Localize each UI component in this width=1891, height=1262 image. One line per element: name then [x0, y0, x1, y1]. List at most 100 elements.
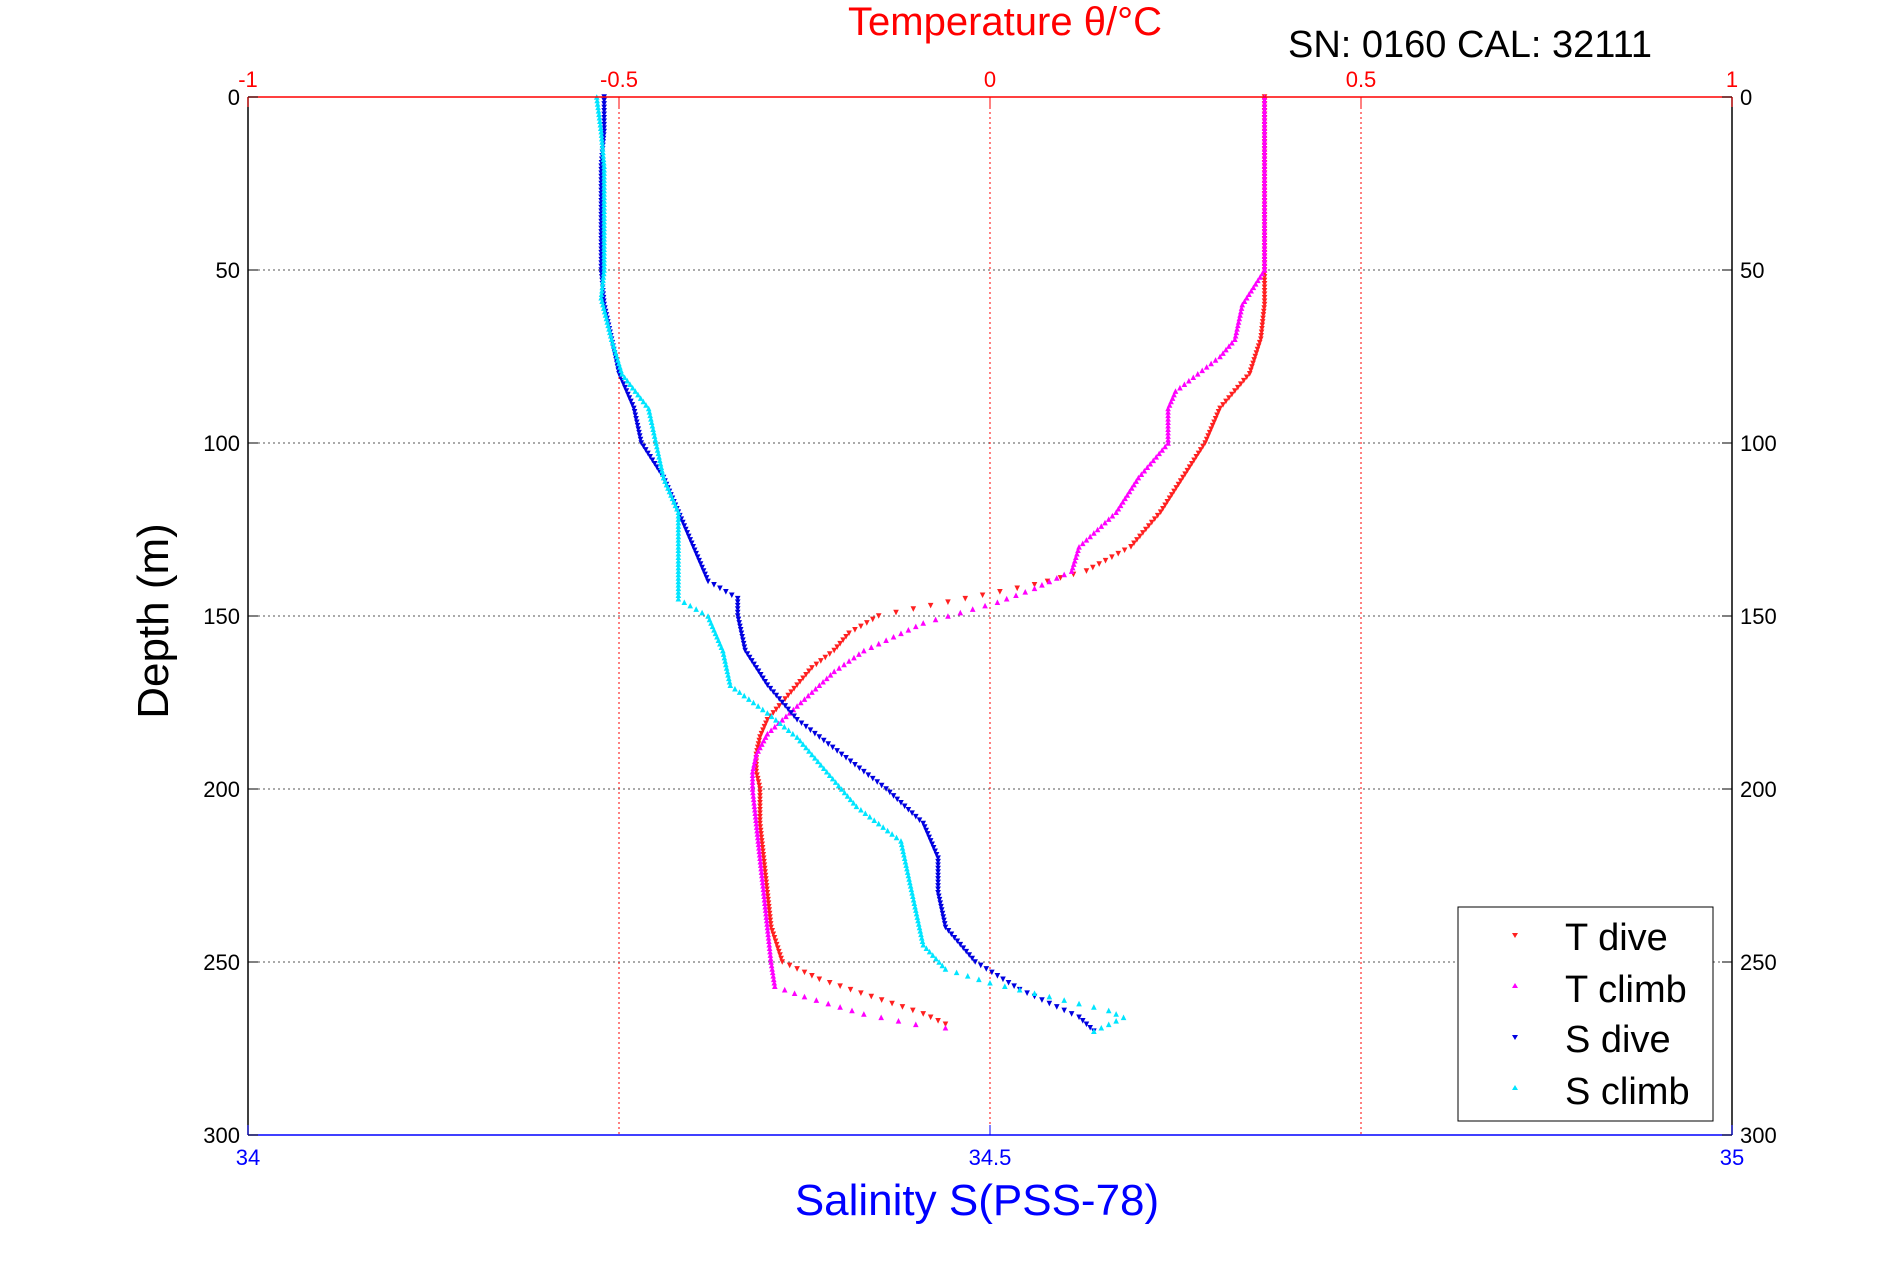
- data-point-t-climb: [895, 1018, 902, 1024]
- data-point-t-climb: [768, 962, 775, 969]
- data-point-t-dive: [997, 588, 1003, 595]
- data-point-s-dive: [948, 931, 955, 938]
- data-point-t-climb: [1238, 305, 1245, 311]
- data-point-s-climb: [596, 114, 603, 121]
- legend-entry-t-climb: T climb: [1512, 969, 1687, 1011]
- data-point-s-climb: [653, 440, 659, 446]
- data-point-s-climb: [1113, 1018, 1119, 1024]
- data-point-t-climb: [762, 907, 769, 913]
- data-point-t-climb: [920, 620, 927, 626]
- data-point-t-climb: [1261, 101, 1268, 107]
- data-point-s-climb: [755, 703, 761, 709]
- data-point-s-climb: [601, 222, 607, 228]
- data-point-s-climb: [601, 263, 607, 270]
- data-point-s-dive: [1053, 1004, 1060, 1010]
- data-point-s-dive: [945, 928, 952, 934]
- data-point-s-dive: [983, 966, 990, 972]
- data-point-s-climb: [1002, 983, 1008, 990]
- data-point-s-dive: [779, 699, 786, 706]
- data-point-s-climb: [847, 796, 854, 803]
- data-point-t-dive: [770, 710, 777, 716]
- data-point-s-climb: [904, 869, 911, 875]
- data-point-t-climb: [756, 845, 762, 851]
- data-point-s-dive: [601, 111, 607, 118]
- data-point-t-dive: [754, 744, 761, 751]
- data-point-t-dive: [1260, 312, 1267, 318]
- data-point-s-dive: [927, 838, 934, 844]
- data-point-s-climb: [923, 945, 930, 951]
- y-tick-label-right: 250: [1740, 950, 1777, 975]
- data-point-t-dive: [1212, 415, 1219, 422]
- data-point-t-climb: [1079, 540, 1086, 547]
- data-point-s-dive: [785, 706, 791, 713]
- data-point-t-climb: [758, 869, 765, 875]
- data-point-t-climb: [1141, 467, 1148, 474]
- data-point-t-climb: [841, 661, 847, 668]
- data-point-s-dive: [825, 741, 832, 747]
- data-point-s-climb: [596, 111, 602, 118]
- data-point-s-dive: [874, 779, 881, 785]
- data-point-s-climb: [936, 959, 942, 965]
- data-point-s-climb: [901, 855, 908, 861]
- data-point-s-dive: [951, 934, 958, 941]
- data-point-s-dive: [757, 672, 764, 678]
- data-point-s-dive: [634, 419, 640, 426]
- data-point-t-dive: [757, 820, 763, 827]
- data-point-t-dive: [797, 678, 803, 685]
- data-point-t-dive: [1214, 412, 1220, 419]
- data-point-t-dive: [755, 741, 762, 747]
- data-point-s-climb: [720, 647, 726, 654]
- data-point-s-dive: [913, 813, 919, 820]
- data-point-t-climb: [750, 793, 757, 799]
- data-point-t-climb: [753, 824, 760, 830]
- data-point-t-climb: [1261, 191, 1268, 197]
- data-point-s-climb: [601, 191, 607, 197]
- data-point-s-climb: [645, 405, 652, 412]
- data-point-s-dive: [954, 938, 961, 945]
- data-point-t-dive: [755, 779, 762, 785]
- data-point-t-dive: [1255, 343, 1262, 349]
- data-point-t-dive: [757, 734, 763, 740]
- data-point-s-dive: [767, 685, 774, 692]
- data-point-t-dive: [1115, 550, 1122, 557]
- data-point-t-dive: [822, 654, 829, 661]
- data-point-s-dive: [734, 602, 741, 609]
- data-point-s-climb: [624, 377, 631, 384]
- data-point-s-climb: [875, 820, 882, 827]
- data-point-t-climb: [1109, 512, 1116, 519]
- data-point-t-climb: [1261, 267, 1268, 273]
- data-point-t-climb: [752, 813, 759, 820]
- data-point-t-dive: [868, 993, 875, 1000]
- data-point-t-climb: [768, 727, 774, 733]
- data-point-s-climb: [910, 893, 916, 900]
- data-point-s-dive: [649, 457, 656, 464]
- data-point-t-dive: [1171, 488, 1177, 495]
- data-point-s-dive: [622, 384, 628, 391]
- legend-marker-t-climb: [1512, 983, 1518, 988]
- data-point-s-dive: [1011, 983, 1017, 990]
- data-point-t-dive: [778, 955, 784, 962]
- data-point-t-dive: [760, 848, 766, 855]
- data-point-t-climb: [770, 976, 777, 983]
- data-point-t-climb: [1261, 166, 1268, 173]
- data-point-t-dive: [831, 647, 837, 654]
- data-point-t-climb: [766, 941, 773, 948]
- data-point-t-climb: [905, 627, 912, 633]
- data-point-t-climb: [1261, 222, 1268, 228]
- data-point-t-climb: [878, 1014, 884, 1021]
- data-marks: [593, 94, 1268, 1034]
- data-point-s-dive: [816, 734, 823, 740]
- data-point-t-climb: [1122, 495, 1128, 502]
- data-point-t-dive: [1261, 294, 1268, 301]
- data-point-s-dive: [936, 893, 942, 900]
- data-point-t-climb: [1217, 353, 1223, 360]
- data-point-t-dive: [794, 682, 800, 688]
- data-point-t-dive: [889, 1000, 895, 1007]
- data-point-s-climb: [726, 675, 732, 682]
- data-point-s-dive: [920, 820, 927, 827]
- data-point-s-climb: [912, 903, 918, 910]
- data-point-s-climb: [599, 139, 605, 145]
- data-point-s-dive: [700, 568, 707, 574]
- data-point-t-climb: [754, 831, 761, 837]
- data-point-t-climb: [861, 647, 867, 654]
